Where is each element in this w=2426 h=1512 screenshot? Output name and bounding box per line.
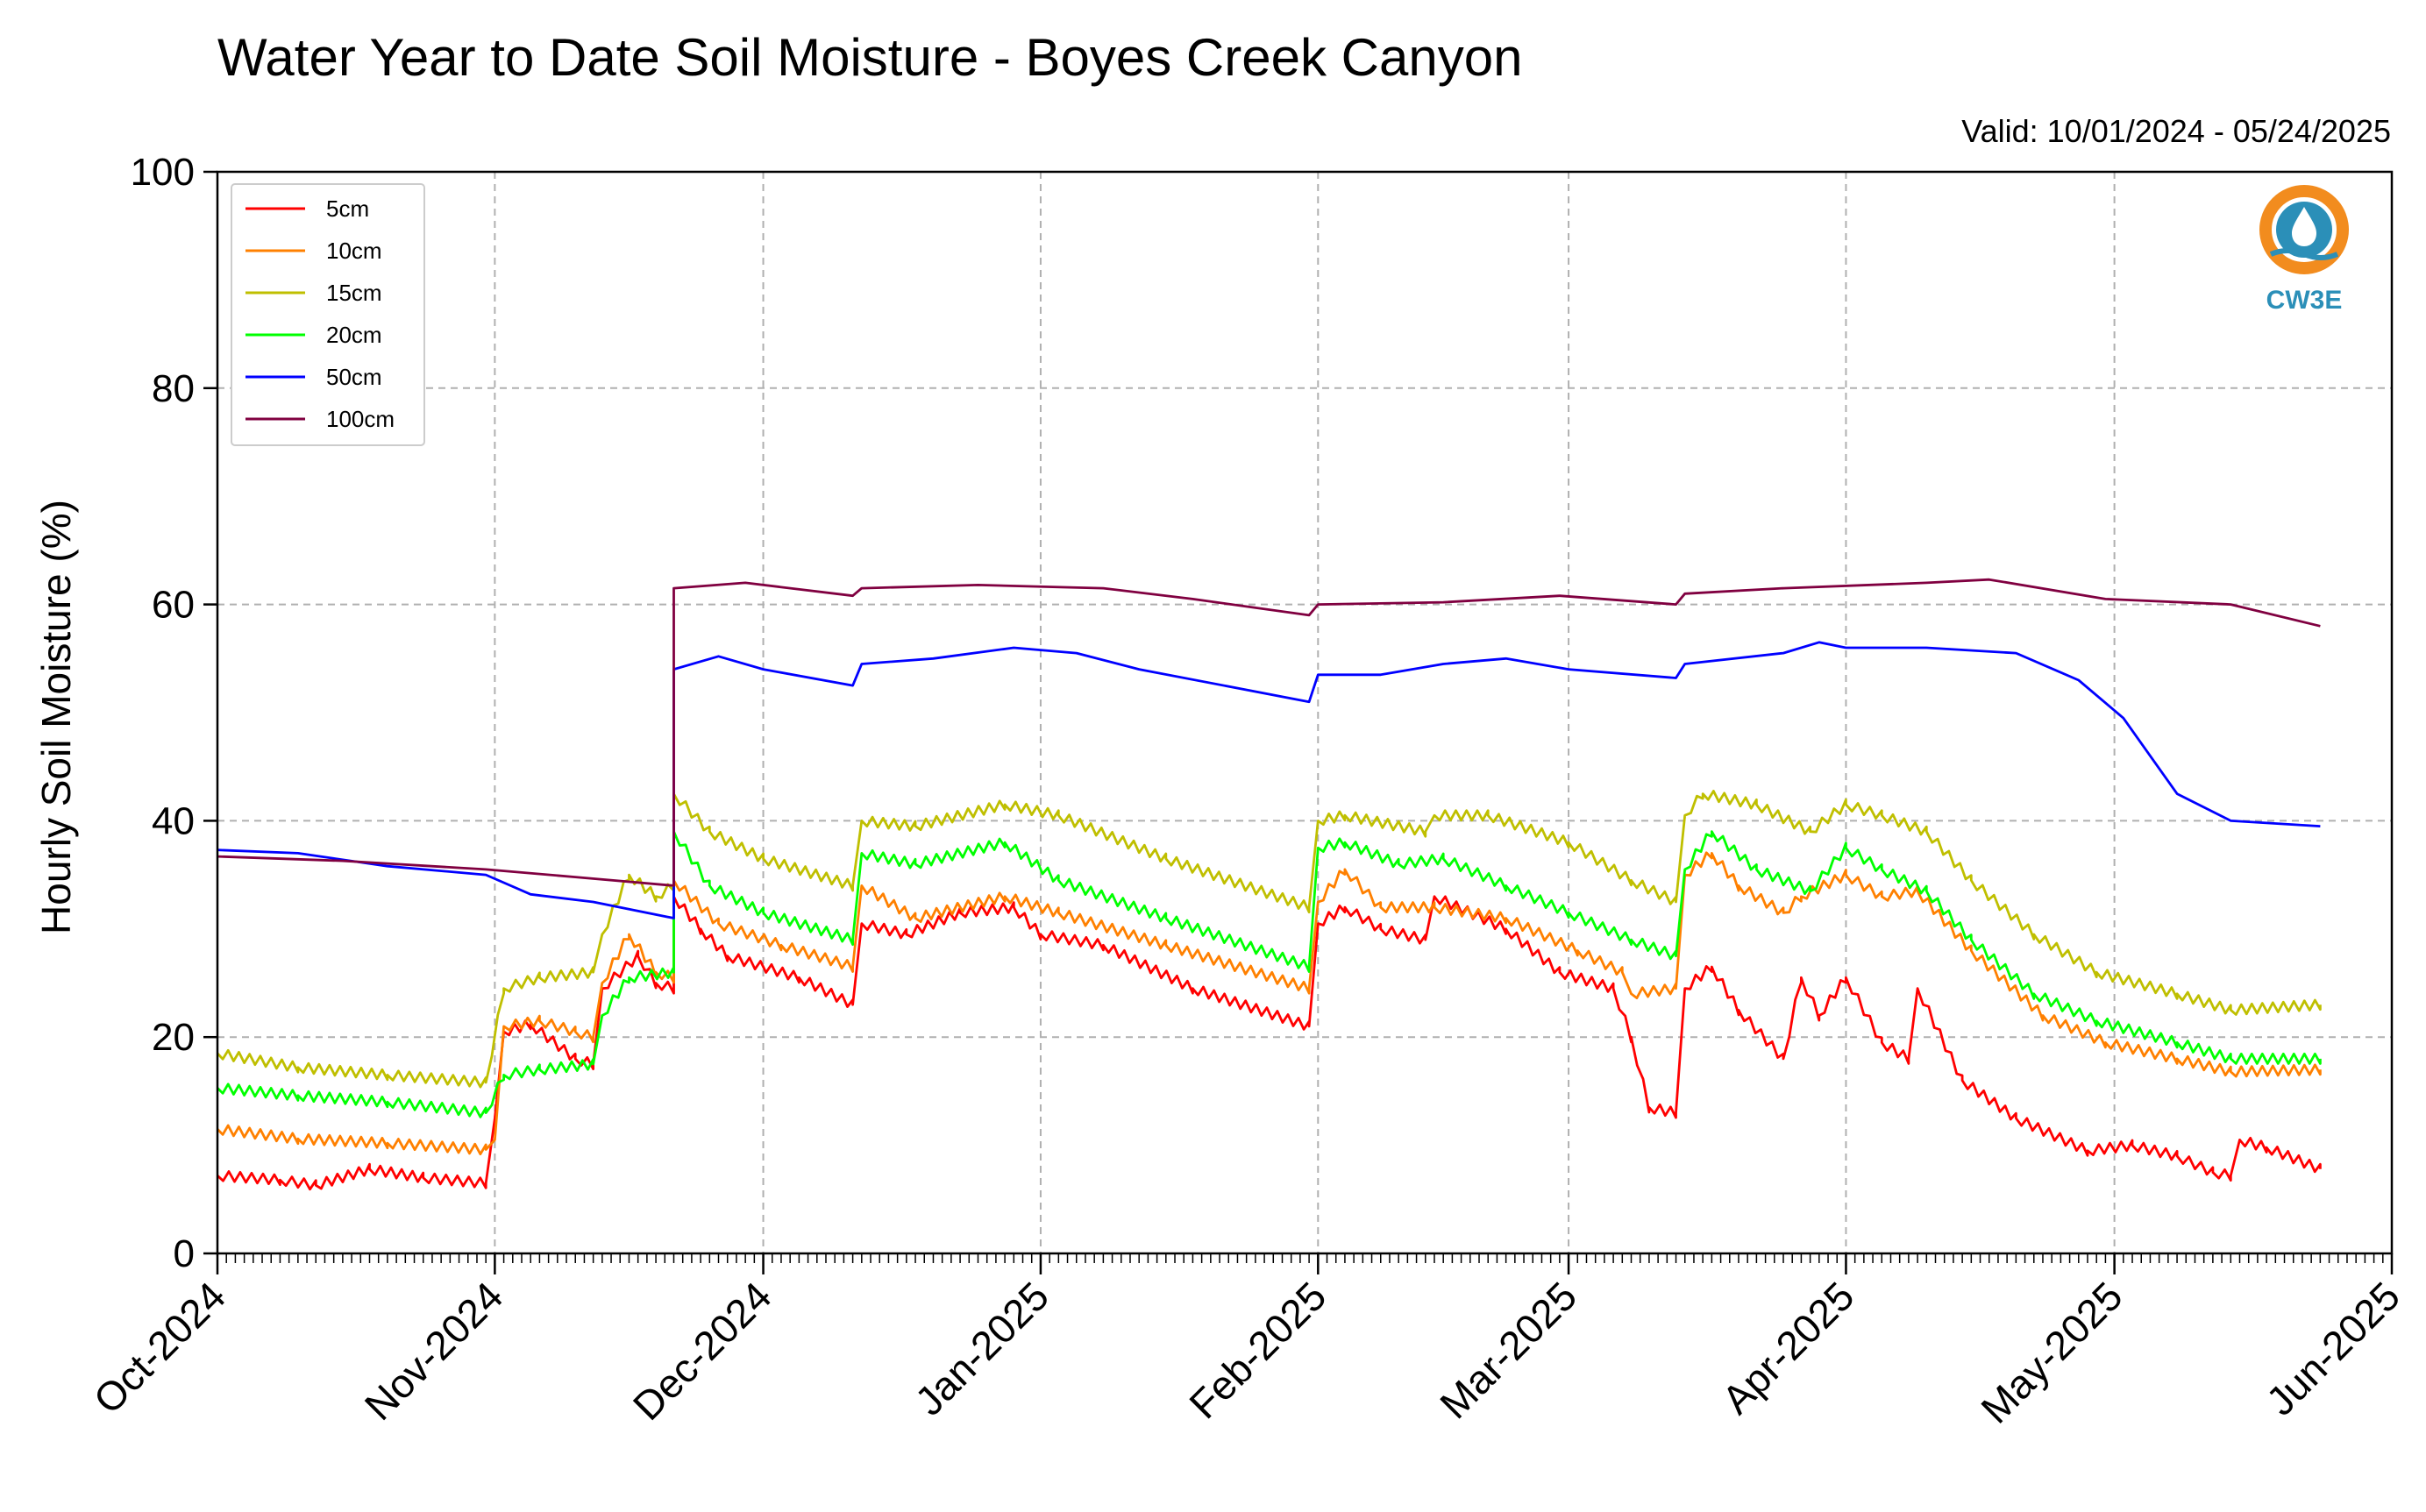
y-axis-label: Hourly Soil Moisture (%)	[33, 500, 79, 934]
x-tick-label: Feb-2025	[1180, 1273, 1334, 1427]
legend-label: 10cm	[326, 238, 382, 264]
legend-label: 50cm	[326, 364, 382, 390]
logo-text: CW3E	[2266, 286, 2343, 315]
gridlines	[217, 172, 2392, 1253]
x-tick-label: May-2025	[1972, 1273, 2131, 1431]
legend-label: 20cm	[326, 322, 382, 348]
legend-label: 15cm	[326, 280, 382, 306]
x-tick-label: Apr-2025	[1713, 1273, 1863, 1423]
series-line-10cm	[216, 851, 2322, 1156]
y-tick-label: 20	[152, 1016, 195, 1059]
x-tick-label: Dec-2024	[624, 1273, 780, 1429]
x-tick-label: Jan-2025	[907, 1273, 1057, 1423]
legend: 5cm 10cm 15cm 20cm 50cm 100cm	[231, 183, 425, 446]
water-drop-icon	[2292, 207, 2316, 246]
x-tick-label: Nov-2024	[356, 1273, 512, 1429]
legend-label: 5cm	[326, 195, 369, 222]
y-tick-label: 60	[152, 584, 195, 627]
x-tick-label: Jun-2025	[2258, 1273, 2408, 1423]
y-tick-label: 100	[131, 151, 195, 194]
series-line-20cm	[217, 830, 2322, 1118]
plot-frame	[216, 170, 2394, 1255]
legend-label: 100cm	[326, 406, 395, 432]
series-line-15cm	[216, 790, 2322, 1089]
y-tick-label: 0	[174, 1232, 195, 1275]
series-line-100cm	[217, 578, 2321, 887]
chart-title: Water Year to Date Soil Moisture - Boyes…	[217, 28, 1522, 87]
cw3e-logo: CW3E	[2259, 185, 2349, 315]
y-tick-label: 80	[152, 367, 195, 410]
series-line-50cm	[217, 641, 2321, 919]
logo-ring	[2259, 185, 2349, 274]
x-tick-label: Mar-2025	[1431, 1273, 1585, 1427]
axis-ticks: 0 20 40 60 80 100 Oct-2024 Nov-2024 Dec-2024 Jan-…	[85, 151, 2409, 1432]
x-tick-label: Oct-2024	[85, 1273, 235, 1423]
chart-subtitle: Valid: 10/01/2024 - 05/24/2025	[1961, 113, 2391, 149]
series-lines	[216, 578, 2322, 1191]
logo-waves	[2269, 248, 2339, 260]
series-line-5cm	[217, 895, 2322, 1191]
y-tick-label: 40	[152, 799, 195, 842]
